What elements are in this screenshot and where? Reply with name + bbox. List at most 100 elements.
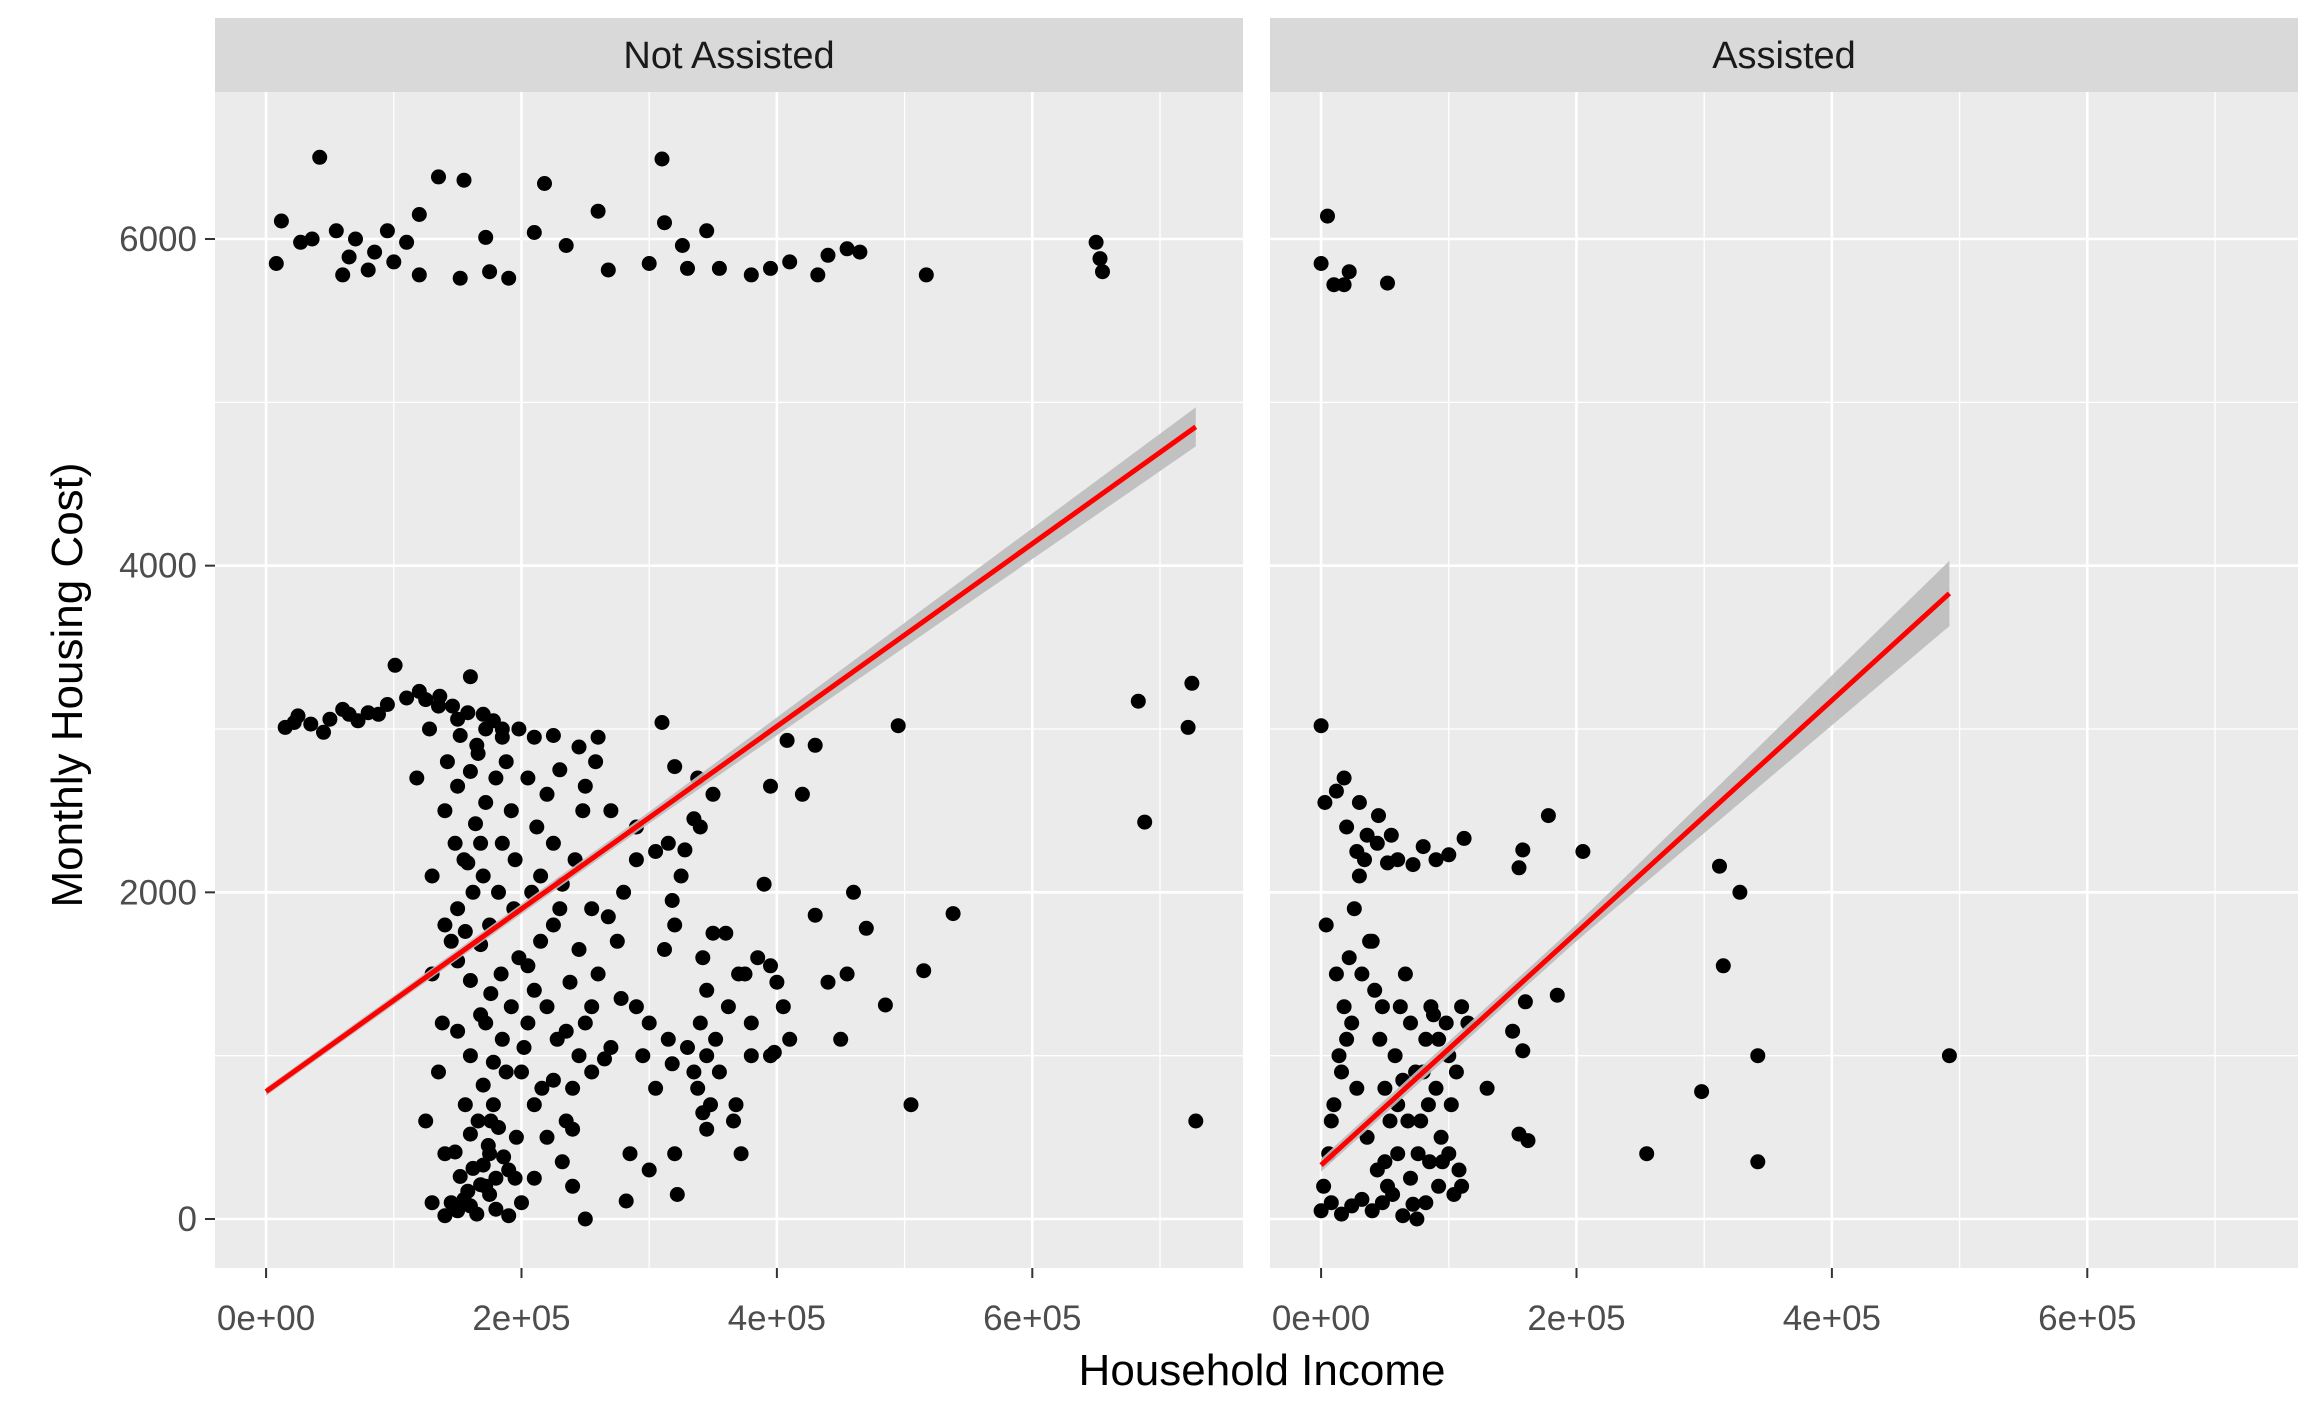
data-point [473, 1177, 489, 1193]
data-point [1088, 234, 1104, 250]
data-point [1364, 933, 1380, 949]
data-point [703, 1097, 718, 1113]
data-point [1367, 982, 1383, 998]
data-point [1418, 1031, 1434, 1047]
data-point [1403, 1015, 1418, 1031]
data-point [609, 933, 625, 949]
x-tick-label: 2e+05 [1527, 1299, 1625, 1338]
x-tick-label: 0e+00 [1272, 1299, 1370, 1338]
data-point [1515, 842, 1531, 858]
data-point [478, 1015, 494, 1031]
data-point [677, 842, 693, 858]
data-point [1454, 1178, 1470, 1194]
data-point [1323, 1113, 1339, 1129]
data-point [674, 238, 690, 253]
data-point [452, 1169, 468, 1184]
facet-strip-label: Not Assisted [623, 35, 834, 77]
data-point [699, 982, 715, 998]
data-point [1422, 1154, 1438, 1170]
data-point [628, 999, 644, 1015]
data-point [422, 721, 437, 737]
panel-assisted: Assisted [1270, 18, 2298, 1268]
data-point [379, 223, 395, 239]
data-point [1313, 718, 1329, 734]
data-point [1137, 814, 1153, 830]
data-point [1374, 999, 1390, 1015]
data-point [1750, 1154, 1766, 1170]
data-point [341, 249, 357, 265]
data-point [565, 1178, 581, 1194]
data-point [399, 234, 415, 250]
data-point [491, 884, 506, 900]
data-point [493, 966, 509, 982]
data-point [399, 690, 415, 706]
data-point [1369, 835, 1385, 851]
data-point [820, 247, 836, 263]
data-point [1328, 783, 1344, 799]
data-point [654, 151, 670, 167]
y-tick-label: 4000 [119, 547, 197, 586]
data-point [699, 1048, 715, 1064]
data-point [462, 1048, 478, 1064]
data-point [1336, 770, 1352, 786]
data-point [600, 909, 616, 925]
data-point [409, 770, 425, 786]
data-point [1441, 847, 1457, 863]
data-point [918, 267, 934, 283]
data-point [501, 1208, 517, 1224]
data-point [482, 1187, 498, 1202]
data-point [1341, 950, 1357, 966]
data-point [750, 950, 766, 966]
data-point [1520, 1133, 1536, 1149]
data-point [1639, 1146, 1655, 1162]
data-point [469, 1206, 485, 1222]
data-point [667, 1146, 683, 1162]
data-point [846, 884, 861, 900]
data-point [810, 267, 826, 283]
data-point [1180, 719, 1196, 735]
x-tick-label: 4e+05 [1783, 1299, 1881, 1338]
data-point [303, 716, 319, 732]
data-point [1354, 966, 1370, 982]
data-point [635, 1048, 651, 1064]
data-point [743, 1015, 759, 1031]
x-tick-label: 0e+00 [217, 1299, 315, 1338]
data-point [565, 1121, 581, 1137]
data-point [1130, 693, 1146, 709]
data-point [462, 973, 478, 988]
data-point [1715, 958, 1731, 974]
data-point [657, 215, 672, 231]
data-point [452, 728, 468, 743]
data-point [1092, 251, 1108, 267]
data-point [664, 893, 680, 908]
data-point [503, 999, 519, 1015]
data-point [1443, 1097, 1459, 1113]
data-point [833, 1031, 849, 1047]
data-point [494, 835, 510, 851]
data-point [1320, 208, 1335, 224]
x-tick-label: 4e+05 [728, 1299, 826, 1338]
data-point [554, 1154, 570, 1170]
data-point [660, 1031, 676, 1047]
data-point [690, 1080, 706, 1096]
data-point [437, 803, 453, 819]
data-point [1415, 839, 1431, 855]
data-point [456, 852, 472, 868]
data-point [498, 1064, 514, 1080]
data-point [775, 999, 791, 1015]
data-point [529, 819, 545, 835]
data-point [1351, 868, 1367, 884]
data-point [507, 1170, 523, 1186]
data-point [293, 234, 309, 250]
data-point [1184, 675, 1200, 691]
data-point [1188, 1113, 1204, 1129]
data-point [718, 925, 734, 941]
data-point [316, 724, 331, 740]
y-tick-label: 0 [178, 1200, 197, 1239]
data-point [1354, 1191, 1370, 1207]
data-point [424, 868, 440, 884]
data-point [705, 925, 721, 941]
data-point [1349, 1080, 1365, 1096]
data-point [1380, 275, 1395, 291]
data-point [1339, 819, 1355, 835]
